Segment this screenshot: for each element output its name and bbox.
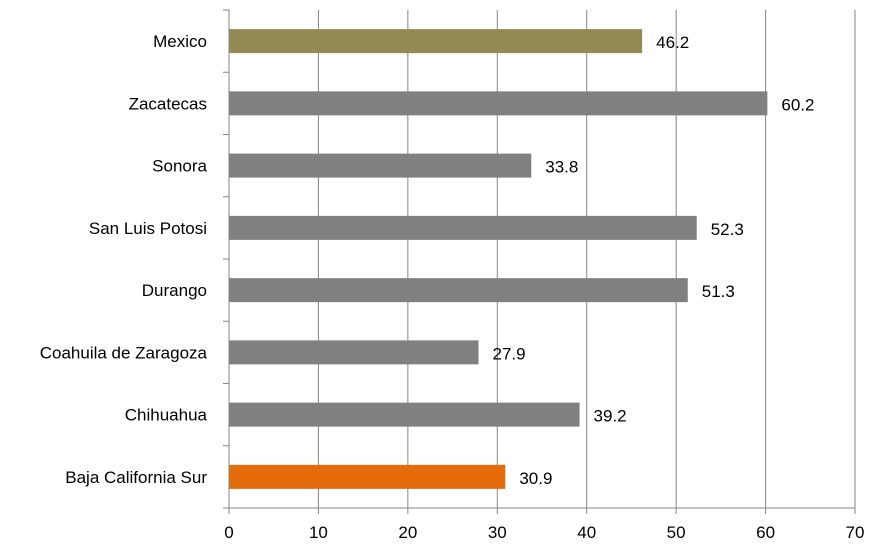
value-label: 46.2 [656,33,689,52]
labels: 30.9 Baja California Sur 39.2 Chihuahua 27.9… [40,32,865,542]
category-label: Sonora [152,157,207,176]
bar-coahuila-de-zaragoza [229,340,479,365]
x-tick-label: 10 [309,523,328,542]
category-label: Coahuila de Zaragoza [40,343,208,362]
axes [223,9,856,514]
value-label: 52.3 [711,220,744,239]
value-label: 60.2 [781,95,814,114]
category-label: Zacatecas [129,94,207,113]
value-label: 30.9 [519,469,552,488]
bar-mexico [229,29,643,54]
bar-chihuahua [229,402,580,427]
category-label: San Luis Potosi [89,219,207,238]
category-label: Durango [142,281,207,300]
bar-san-luis-potosi [229,215,697,240]
x-tick-label: 0 [224,523,233,542]
x-tick-label: 70 [846,523,865,542]
value-label: 33.8 [545,158,578,177]
value-label: 27.9 [493,344,526,363]
bar-zacatecas [229,91,768,116]
x-tick-label: 30 [488,523,507,542]
category-label: Mexico [153,32,207,51]
bar-baja-california-sur [229,464,506,489]
x-tick-label: 50 [667,523,686,542]
x-tick-label: 60 [756,523,775,542]
category-label: Baja California Sur [65,468,207,487]
gridlines [317,10,856,508]
bars [229,29,768,489]
bar-sonora [229,153,532,178]
x-tick-label: 20 [398,523,417,542]
value-label: 51.3 [702,282,735,301]
value-label: 39.2 [594,407,627,426]
bar-durango [229,278,688,303]
category-label: Chihuahua [125,406,208,425]
x-tick-label: 40 [577,523,596,542]
